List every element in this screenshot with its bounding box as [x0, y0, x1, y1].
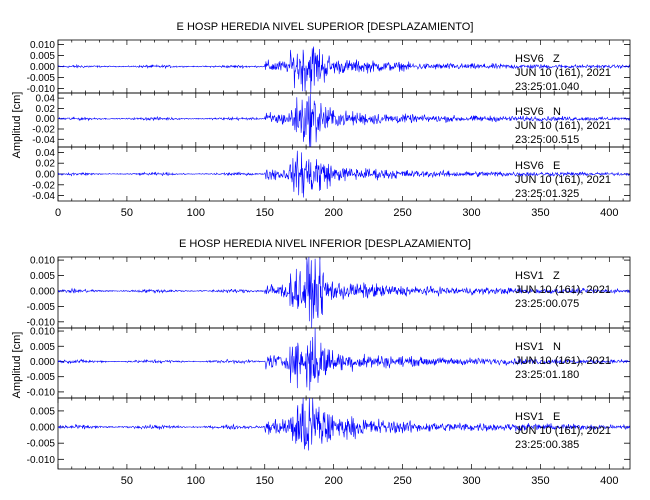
time-label: 23:25:00.075: [515, 298, 579, 310]
waveform-trace: [57, 256, 630, 329]
waveform-trace: [57, 397, 630, 451]
panel-HSV6-E: 0.040.020.00-0.02-0.04 HSV6 E JUN 10 (161),…: [32, 146, 631, 202]
y-tick-label: 0.02: [36, 104, 56, 115]
y-axis-label: Amplitud [cm]: [11, 332, 23, 399]
panel-HSV1-N: 0.010 0.005 0.000 -0.005 -0.010 HSV1 N JUN 10 (…: [27, 327, 631, 398]
y-tick-label: 0.000: [30, 357, 55, 368]
y-axis-label: Amplitud [cm]: [11, 92, 23, 159]
x-tick-label: 100: [187, 207, 205, 219]
date-label: JUN 10 (161), 2021: [515, 120, 611, 132]
date-label: JUN 10 (161), 2021: [515, 284, 611, 296]
y-tick-label: -0.02: [32, 125, 55, 136]
y-tick-label: 0.04: [36, 94, 56, 105]
chart-group-2: E HOSP HEREDIA NIVEL INFERIOR [DESPLAZAM…: [11, 238, 631, 487]
x-tick-label: 50: [121, 475, 133, 487]
date-label: JUN 10 (161), 2021: [515, 67, 611, 79]
x-tick-label: 150: [256, 475, 274, 487]
y-tick-label: 0.00: [36, 114, 56, 125]
component-label: Z: [553, 270, 560, 282]
time-label: 23:25:00.385: [515, 439, 579, 451]
component-label: E: [553, 411, 560, 423]
x-tick-label: 0: [55, 207, 61, 219]
panel-HSV6-N: 0.040.020.00-0.02-0.04 HSV6 N JUN 10 (161),…: [32, 92, 631, 148]
waveform-trace: [57, 93, 630, 148]
y-tick-label: 0.005: [30, 406, 55, 417]
component-label: N: [553, 106, 561, 118]
y-tick-label: -0.005: [27, 372, 56, 383]
y-tick-label: -0.010: [27, 317, 56, 328]
y-tick-label: 0.005: [30, 342, 55, 353]
y-tick-label: 0.00: [36, 170, 56, 181]
time-label: 23:25:01.180: [515, 369, 579, 381]
time-label: 23:25:00.515: [515, 134, 579, 146]
panel-HSV1-Z: 0.010 0.005 0.000 -0.005 -0.010 HSV1 Z JUN 10 (…: [27, 256, 631, 329]
x-tick-label: 50: [121, 207, 133, 219]
x-tick-label: 300: [462, 207, 480, 219]
station-label: HSV6: [515, 53, 544, 65]
date-label: JUN 10 (161), 2021: [515, 355, 611, 367]
station-label: HSV1: [515, 270, 544, 282]
x-tick-label: 250: [393, 207, 411, 219]
y-tick-label: -0.005: [27, 302, 56, 313]
x-tick-label: 350: [531, 207, 549, 219]
y-tick-label: -0.04: [32, 191, 55, 202]
x-tick-label: 400: [600, 207, 618, 219]
x-tick-label: 100: [187, 475, 205, 487]
x-tick-label: 200: [324, 207, 342, 219]
y-tick-label: 0.005: [30, 271, 55, 282]
station-label: HSV1: [515, 341, 544, 353]
x-tick-label: 350: [531, 475, 549, 487]
y-tick-label: -0.04: [32, 135, 55, 146]
y-tick-label: -0.010: [27, 387, 56, 398]
waveform-trace: [57, 327, 630, 391]
x-tick-label: 150: [256, 207, 274, 219]
station-label: HSV6: [515, 106, 544, 118]
y-tick-label: 0.04: [36, 148, 56, 159]
station-label: HSV6: [515, 160, 544, 172]
component-label: Z: [553, 53, 560, 65]
y-tick-label: 0.02: [36, 159, 56, 170]
time-label: 23:25:01.325: [515, 188, 579, 200]
time-label: 23:25:01.040: [515, 81, 579, 93]
date-label: JUN 10 (161), 2021: [515, 425, 611, 437]
y-tick-label: -0.005: [27, 73, 56, 84]
y-tick-label: 0.010: [30, 327, 55, 338]
chart-title: E HOSP HEREDIA NIVEL SUPERIOR [DESPLAZAM…: [177, 21, 474, 33]
y-tick-label: -0.010: [27, 84, 56, 95]
component-label: N: [553, 341, 561, 353]
panel-HSV1-E: 0.005 0.000 -0.005 -0.010 HSV1 E JUN 10 (161),…: [27, 397, 631, 470]
x-tick-label: 200: [324, 475, 342, 487]
y-tick-label: -0.010: [27, 455, 56, 466]
date-label: JUN 10 (161), 2021: [515, 174, 611, 186]
y-tick-label: 0.000: [30, 62, 55, 73]
y-tick-label: -0.02: [32, 180, 55, 191]
y-tick-label: 0.010: [30, 40, 55, 51]
component-label: E: [553, 160, 560, 172]
x-tick-label: 300: [462, 475, 480, 487]
chart-group-1: E HOSP HEREDIA NIVEL SUPERIOR [DESPLAZAM…: [11, 21, 631, 219]
y-tick-label: -0.005: [27, 439, 56, 450]
y-tick-label: 0.005: [30, 51, 55, 62]
y-tick-label: 0.000: [30, 286, 55, 297]
x-tick-label: 250: [393, 475, 411, 487]
y-tick-label: 0.000: [30, 423, 55, 434]
panel-frame: [57, 397, 631, 470]
chart-title: E HOSP HEREDIA NIVEL INFERIOR [DESPLAZAM…: [179, 238, 471, 250]
x-tick-label: 400: [600, 475, 618, 487]
waveform-trace: [57, 150, 630, 198]
station-label: HSV1: [515, 411, 544, 423]
waveform-trace: [57, 46, 630, 94]
y-tick-label: 0.010: [30, 256, 55, 267]
